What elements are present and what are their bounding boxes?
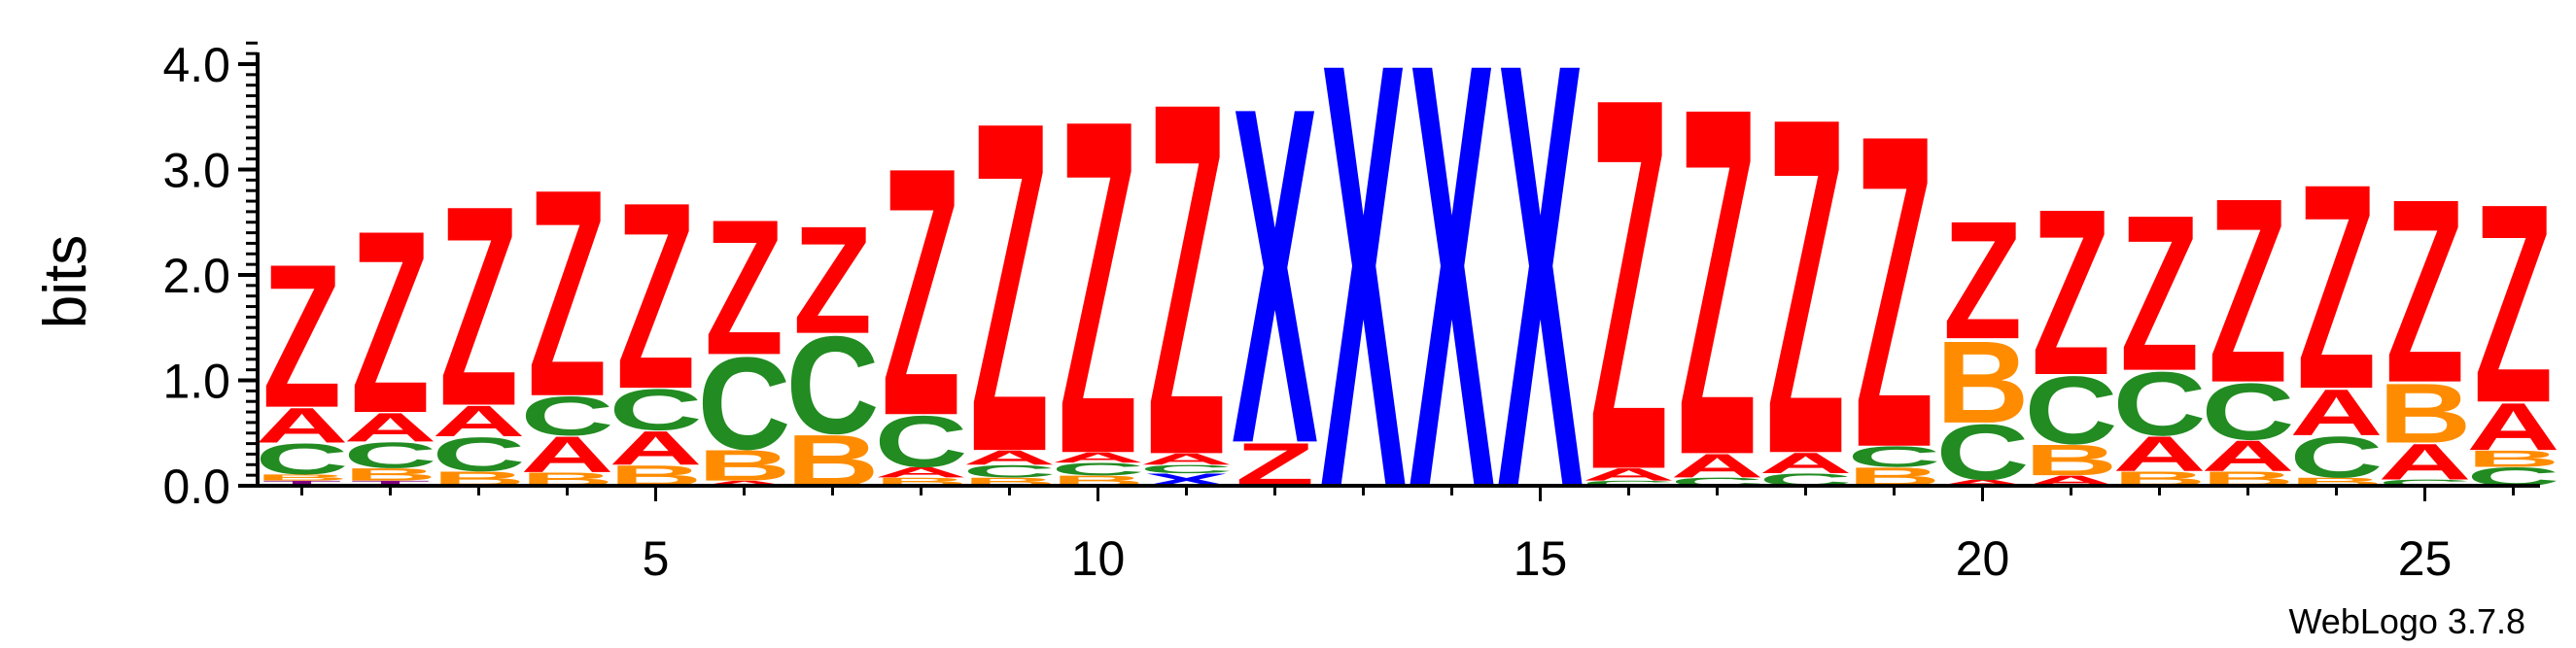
logo-letter-z: Z — [1855, 42, 1933, 540]
logo-letter-c: C — [1582, 479, 1675, 487]
y-tick-label: 3.0 — [162, 144, 230, 198]
logo-letter-b: B — [697, 441, 790, 490]
logo-letter-z: Z — [970, 24, 1049, 550]
logo-letter-c: C — [2378, 478, 2471, 488]
logo-letter-c: C — [520, 385, 613, 447]
logo-letter-x: X — [1320, 0, 1407, 615]
logo-letter-a: A — [2378, 433, 2471, 491]
logo-letter-a: A — [343, 404, 436, 450]
logo-letter-z: Z — [351, 176, 430, 467]
logo-letter-a: A — [962, 446, 1056, 468]
weblogo-credit: WebLogo 3.7.8 — [2288, 601, 2525, 641]
logo-letter-c: C — [1847, 441, 1940, 473]
y-tick-label: 1.0 — [162, 355, 230, 409]
logo-letter-c: C — [1139, 462, 1233, 476]
x-tick-label: 20 — [1956, 531, 2010, 586]
logo-letter-c: C — [255, 435, 348, 484]
logo-letter-c: C — [785, 308, 879, 462]
logo-letter-a: A — [874, 464, 967, 481]
logo-letter-a: A — [2112, 426, 2206, 482]
logo-letter-z: Z — [2120, 168, 2199, 418]
logo-letter-a: A — [432, 397, 525, 446]
logo-letter-c: C — [2201, 367, 2294, 457]
logo-letter-z: Z — [2385, 145, 2464, 438]
logo-letter-z: Z — [616, 147, 695, 445]
logo-letter-a: A — [520, 426, 613, 483]
y-tick-label: 2.0 — [162, 249, 230, 303]
logo-letter-a: A — [1139, 450, 1233, 468]
logo-letter-z: Z — [793, 194, 872, 365]
logo-letter-c: C — [697, 330, 790, 477]
y-tick-label: 0.0 — [162, 460, 230, 514]
x-tick-label: 25 — [2398, 531, 2453, 586]
logo-letter-a: A — [255, 398, 348, 454]
logo-letter-z: Z — [1943, 186, 2022, 374]
logo-letter-c: C — [1051, 460, 1144, 479]
logo-letter-x: X — [1232, 7, 1318, 544]
logo-letter-t: T — [351, 479, 430, 487]
logo-letter-b: B — [343, 464, 436, 484]
y-axis-label: bits — [32, 235, 99, 328]
logo-letter-a: A — [2289, 376, 2383, 450]
logo-letter-b: B — [2378, 365, 2471, 460]
logo-letter-c: C — [2289, 424, 2383, 490]
logo-letter-z: Z — [1678, 5, 1757, 560]
logo-letter-c: C — [2112, 354, 2206, 455]
logo-letter-a: A — [1051, 450, 1144, 466]
logo-letter-c: C — [343, 434, 436, 475]
logo-letter-a: A — [1758, 447, 1852, 479]
x-tick-label: 15 — [1514, 531, 1568, 586]
logo-letter-a: A — [2466, 390, 2559, 464]
logo-letter-c: C — [1935, 408, 2029, 496]
logo-letter-z: Z — [1766, 17, 1845, 554]
logo-letter-a: A — [2201, 431, 2294, 480]
logo-letter-z: Z — [705, 180, 783, 395]
x-tick-label: 5 — [643, 531, 670, 586]
logo-letter-z: Z — [1059, 21, 1137, 555]
logo-letter-a: A — [609, 422, 702, 475]
logo-letter-b: B — [1935, 317, 2029, 448]
logo-letter-z: Z — [528, 127, 607, 459]
logo-letter-a: A — [697, 479, 790, 487]
logo-letter-c: C — [609, 377, 702, 443]
logo-letter-x: X — [1497, 0, 1584, 615]
logo-letter-z: Z — [882, 95, 960, 491]
logo-letter-z: Z — [2032, 159, 2110, 425]
logo-letter-z: Z — [2474, 145, 2553, 462]
logo-letter-z: Z — [2297, 123, 2376, 450]
logo-letter-x: X — [1409, 0, 1495, 615]
logo-letter-t: T — [262, 479, 341, 487]
logo-letter-a: A — [1935, 478, 2029, 488]
logo-letter-z: Z — [262, 222, 341, 451]
logo-letter-a: A — [1582, 464, 1675, 484]
logo-letter-a: A — [1670, 447, 1763, 485]
logo-letter-b: B — [2466, 446, 2559, 472]
logo-letter-c: C — [874, 400, 967, 482]
y-tick-label: 4.0 — [162, 38, 230, 92]
logo-letter-c: C — [432, 427, 525, 481]
logo-letter-b: B — [2024, 436, 2117, 485]
x-tick-label: 10 — [1071, 531, 1126, 586]
logo-letter-z: Z — [2209, 145, 2287, 438]
logo-axes: 0.0 1.0 2.0 3.0 4.0 5 10 15 20 25 — [162, 38, 2540, 586]
logo-letter-z: Z — [439, 148, 518, 465]
logo-letter-c: C — [2024, 357, 2117, 464]
logo-letter-z: Z — [1147, 0, 1226, 561]
logo-letter-b: B — [255, 472, 348, 482]
logo-letter-c: C — [962, 461, 1056, 481]
